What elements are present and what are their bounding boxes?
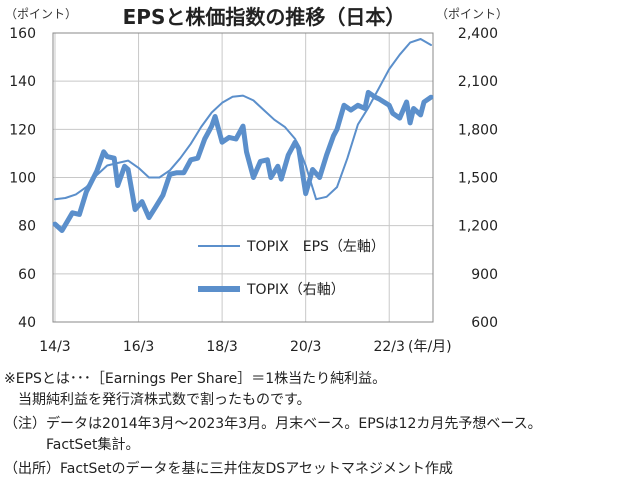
note-eps-explanation: 当期純利益を発行済株式数で割ったものです。 <box>4 392 311 408</box>
chart-title: EPSと株価指数の推移（日本） <box>123 5 406 29</box>
left-tick-label: 140 <box>9 74 36 90</box>
x-tick-label: 22/3 <box>373 339 404 355</box>
right-tick-label: 900 <box>471 267 498 283</box>
x-tick-label: 14/3 <box>39 339 70 355</box>
left-unit-label: （ポイント） <box>5 7 77 21</box>
right-tick-label: 1,800 <box>458 122 498 138</box>
x-tick-label: 18/3 <box>206 339 237 355</box>
x-tick-label: 16/3 <box>123 339 154 355</box>
legend-label-eps: TOPIX EPS（左軸） <box>246 239 385 255</box>
note-eps-definition: ※EPSとは･･･［Earnings Per Share］＝1株当たり純利益。 <box>4 371 387 387</box>
chart: EPSと株価指数の推移（日本） （ポイント） （ポイント） 40 60 80 100 1… <box>5 5 508 355</box>
series-topix-line <box>52 89 434 233</box>
series-eps-line <box>54 38 432 201</box>
left-axis: 40 60 80 100 120 140 160 <box>9 26 36 331</box>
legend-label-topix: TOPIX（右軸） <box>246 282 345 298</box>
gridlines <box>53 33 433 322</box>
left-tick-label: 40 <box>18 315 36 331</box>
right-tick-label: 1,500 <box>458 171 498 187</box>
note-source: （出所）FactSetのデータを基に三井住友DSアセットマネジメント作成 <box>4 461 453 477</box>
right-tick-label: 2,100 <box>458 74 498 90</box>
right-unit-label: （ポイント） <box>436 7 508 21</box>
right-tick-label: 600 <box>471 315 498 331</box>
x-axis: 14/3 16/3 18/3 20/3 22/3 <box>39 339 405 355</box>
x-unit-label: (年/月) <box>408 339 452 355</box>
left-tick-label: 120 <box>9 122 36 138</box>
note-factset: FactSet集計。 <box>4 437 140 453</box>
note-data-period: （注）データは2014年3月～2023年3月。月末ベース。EPSは12カ月先予想… <box>4 416 542 432</box>
right-tick-label: 2,400 <box>458 26 498 42</box>
left-tick-label: 160 <box>9 26 36 42</box>
left-tick-label: 60 <box>18 267 36 283</box>
right-tick-label: 1,200 <box>458 219 498 235</box>
left-tick-label: 80 <box>18 219 36 235</box>
plot-frame <box>52 32 434 323</box>
legend: TOPIX EPS（左軸） TOPIX（右軸） <box>198 239 385 298</box>
right-axis: 600 900 1,200 1,500 1,800 2,100 2,400 <box>458 26 498 331</box>
left-tick-label: 100 <box>9 171 36 187</box>
x-tick-label: 20/3 <box>290 339 321 355</box>
series-layer <box>52 38 434 233</box>
